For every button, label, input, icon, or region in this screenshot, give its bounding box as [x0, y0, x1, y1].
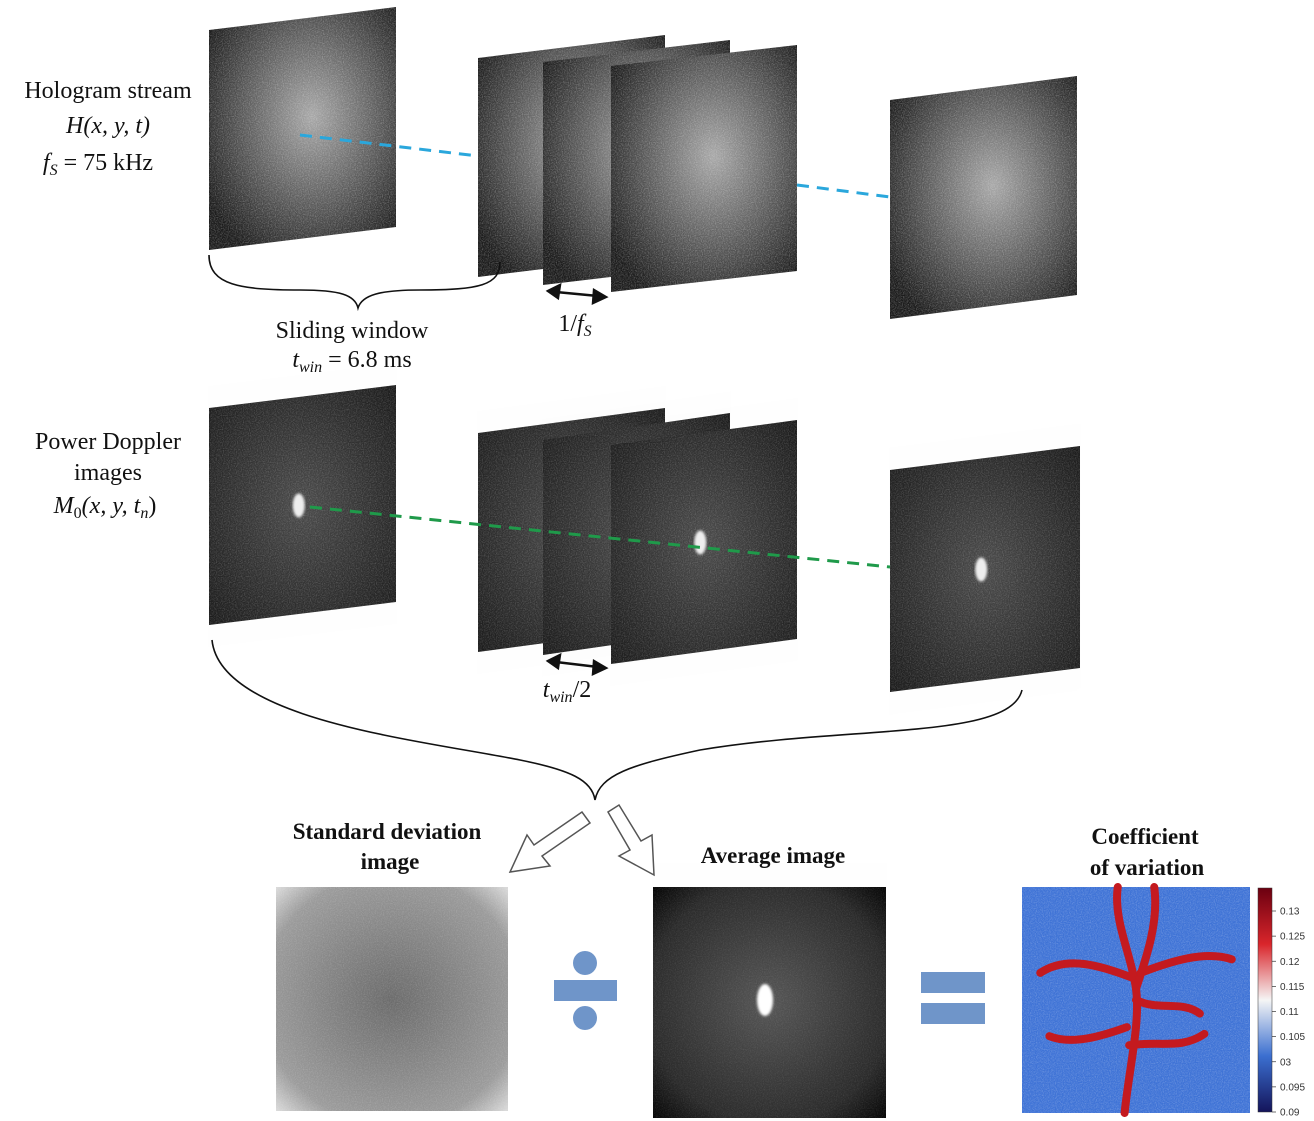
colorbar-label: 0.125: [1280, 932, 1305, 943]
sub: S: [50, 162, 58, 179]
avg-image: [653, 887, 886, 1118]
frame-speckle: [611, 45, 797, 292]
window-label: Sliding window: [276, 318, 429, 344]
doppler-label: Power Doppler: [35, 429, 181, 455]
colorbar-label: 0.095: [1280, 1082, 1305, 1093]
left-labels: Hologram stream H(x, y, t) fS = 75 kHz P…: [24, 78, 192, 522]
sub: n: [140, 505, 148, 522]
lead: 1/: [558, 311, 577, 337]
double-arrows: [545, 282, 609, 676]
colorbar-label: 0.11: [1280, 1007, 1299, 1018]
image-frame: [611, 420, 797, 664]
dashed-line: [299, 133, 479, 158]
dashed-line: [796, 183, 891, 199]
symbol: t: [292, 347, 300, 373]
colorbar-label: 03: [1280, 1057, 1292, 1068]
cv-image: [1022, 887, 1272, 1113]
image-frame: [209, 385, 396, 625]
step: twin/2: [543, 677, 591, 706]
brace: [208, 254, 501, 312]
std-image: [276, 887, 508, 1111]
symbol: f: [43, 150, 53, 176]
sub: win: [299, 359, 322, 376]
symbol: f: [577, 311, 587, 337]
colorbar-ticks: 0.13 0.125 0.12 0.115 0.11 0.105 03 0.095 0.09: [1272, 907, 1305, 1119]
symbol: t: [543, 677, 551, 703]
rest: = 75 kHz: [58, 150, 154, 176]
equals-sign: [921, 972, 985, 1024]
divide-sign: [554, 951, 617, 1030]
merge-brace: [211, 639, 1023, 801]
hologram-formula: H(x, y, t): [65, 113, 150, 139]
sub: win: [549, 689, 572, 706]
avg-title: Average image: [701, 843, 846, 868]
frame-speckle: [890, 76, 1077, 319]
cv-title: of variation: [1090, 855, 1205, 880]
colorbar-label: 0.13: [1280, 907, 1300, 918]
frames: [209, 7, 1080, 692]
image-frame: [890, 446, 1080, 692]
image-frame: [890, 76, 1077, 319]
std-title: Standard deviation: [293, 819, 482, 844]
bright-spot: [694, 530, 707, 555]
bright-spot: [292, 493, 305, 518]
sampling-rate: fS = 75 kHz: [43, 150, 153, 179]
colorbar-label: 0.105: [1280, 1032, 1305, 1043]
sub: S: [584, 323, 592, 340]
hologram-label: Hologram stream: [24, 78, 192, 104]
colorbar-label: 0.115: [1280, 982, 1305, 993]
cv-title: Coefficient: [1091, 824, 1199, 849]
rest: = 6.8 ms: [322, 347, 412, 373]
image-frame: [611, 45, 797, 292]
window-formula: twin = 6.8 ms: [292, 347, 411, 376]
symbol: M: [53, 493, 76, 519]
bright-spot: [975, 557, 988, 582]
colorbar-label: 0.09: [1280, 1108, 1300, 1119]
doppler-label: images: [74, 460, 142, 486]
colorbar-label: 0.12: [1280, 957, 1300, 968]
hollow-arrows: [508, 803, 655, 877]
rest: /2: [573, 677, 592, 703]
rest: (x, y, t: [82, 493, 142, 519]
period: 1/fS: [558, 311, 591, 340]
sub: 0: [74, 505, 82, 522]
image-frame: [209, 7, 396, 250]
end: ): [148, 493, 156, 519]
doppler-formula: M0(x, y, tn): [53, 493, 157, 522]
dashed-line: [309, 505, 891, 569]
std-title: image: [361, 849, 420, 874]
frame-speckle: [209, 7, 396, 250]
